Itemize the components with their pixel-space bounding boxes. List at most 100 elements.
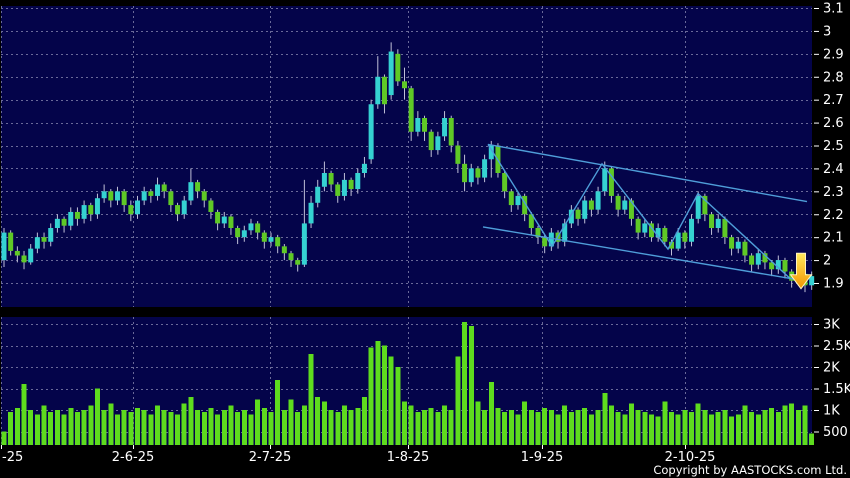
- volume-bar: [782, 405, 788, 445]
- volume-bar: [68, 407, 74, 445]
- volume-bar: [94, 388, 100, 445]
- date-tick-label: 1-9-25: [521, 450, 563, 465]
- trendlines-layer: [482, 143, 808, 281]
- volume-bar: [575, 410, 581, 445]
- down-candle-body: [455, 145, 461, 164]
- volume-bar: [321, 401, 327, 445]
- down-candle-body: [175, 205, 181, 215]
- price-tick-label: 2.3: [823, 185, 844, 200]
- volume-bar: [248, 414, 254, 445]
- volume-bar: [181, 403, 187, 445]
- volume-bar: [114, 414, 120, 445]
- volume-bar: [201, 412, 207, 445]
- down-candle-body: [635, 218, 641, 233]
- volume-bar: [795, 410, 801, 445]
- volume-bar: [395, 367, 401, 445]
- up-candle-body: [301, 223, 307, 265]
- volume-bar: [642, 412, 648, 445]
- up-candle-body: [141, 191, 147, 201]
- up-candle-body: [1, 232, 7, 261]
- lower-channel-line: [482, 226, 798, 281]
- price-tick-label: 2.4: [823, 162, 844, 177]
- down-candle-body: [502, 173, 508, 192]
- volume-bar: [381, 345, 387, 445]
- volume-bar: [595, 410, 601, 445]
- down-candle-body: [702, 195, 708, 215]
- up-candle-body: [188, 182, 194, 201]
- up-candle-body: [268, 237, 274, 242]
- volume-bar: [475, 401, 481, 445]
- volume-bar: [301, 405, 307, 445]
- volume-bar: [455, 356, 461, 445]
- down-candle-body: [628, 200, 634, 219]
- price-tick-label: 3: [823, 24, 831, 39]
- up-candle-body: [735, 241, 741, 249]
- down-candle-body: [235, 228, 241, 238]
- down-candle-body: [14, 250, 20, 256]
- down-candle-body: [348, 179, 354, 190]
- volume-bar: [548, 410, 554, 445]
- down-candle-body: [261, 232, 267, 242]
- volume-bar: [48, 412, 54, 445]
- volume-bar: [515, 414, 521, 445]
- volume-bar: [195, 410, 201, 445]
- volume-bar: [669, 412, 674, 445]
- up-candle-body: [155, 184, 161, 196]
- price-tick-label: 3.1: [823, 2, 844, 17]
- volume-bar: [415, 412, 421, 445]
- price-tick-label: 2.1: [823, 231, 844, 246]
- up-candle-body: [442, 118, 448, 137]
- volume-bar: [101, 410, 107, 445]
- up-candle-body: [101, 191, 107, 199]
- price-tick-label: 2.2: [823, 208, 844, 223]
- price-tick-label: 2.7: [823, 93, 844, 108]
- up-candle-body: [341, 179, 347, 196]
- up-candle-body: [622, 200, 628, 210]
- volume-bar: [435, 412, 441, 445]
- volume-bar: [769, 407, 775, 445]
- up-candle-body: [568, 209, 574, 224]
- volume-bar: [21, 384, 27, 445]
- down-candle-body: [575, 209, 581, 219]
- down-candle-body: [408, 88, 414, 132]
- volume-bar: [749, 412, 755, 445]
- price-tick-label: 2: [823, 254, 831, 269]
- volume-bar: [582, 407, 588, 445]
- volume-bar: [368, 347, 374, 445]
- volume-tick-label: 3K: [823, 318, 840, 333]
- down-candle-body: [542, 237, 548, 247]
- volume-bar: [682, 410, 688, 445]
- volume-bar: [588, 414, 594, 445]
- up-candle-body: [595, 191, 601, 210]
- up-candle-body: [515, 195, 521, 206]
- down-candle-body: [462, 163, 468, 183]
- volume-bar: [175, 414, 181, 445]
- down-candle-body: [74, 211, 80, 219]
- date-tick-label: 2-6-25: [112, 450, 154, 465]
- down-candle-body: [161, 184, 167, 192]
- volume-bar: [155, 405, 161, 445]
- volume-bar: [74, 412, 80, 445]
- up-candle-body: [241, 230, 247, 238]
- volume-bar: [221, 410, 227, 445]
- down-candle-body: [709, 214, 715, 229]
- down-candle-body: [749, 255, 755, 265]
- up-candle-body: [388, 51, 394, 96]
- up-candle-body: [415, 118, 421, 132]
- volume-bar: [161, 410, 167, 445]
- up-candle-body: [48, 228, 54, 242]
- up-candle-body: [375, 76, 381, 105]
- volume-bar: [802, 405, 808, 445]
- up-candle-body: [562, 223, 568, 242]
- up-candle-body: [548, 232, 554, 247]
- volume-tick-label: 2.5K: [823, 339, 850, 354]
- down-candle-body: [782, 260, 788, 272]
- down-candle-body: [608, 168, 614, 196]
- up-candle-body: [809, 276, 815, 286]
- volume-bar: [128, 412, 134, 445]
- down-candle-body: [662, 228, 668, 242]
- volume-bar: [568, 412, 574, 445]
- volume-bar: [528, 410, 534, 445]
- up-candle-body: [755, 253, 761, 265]
